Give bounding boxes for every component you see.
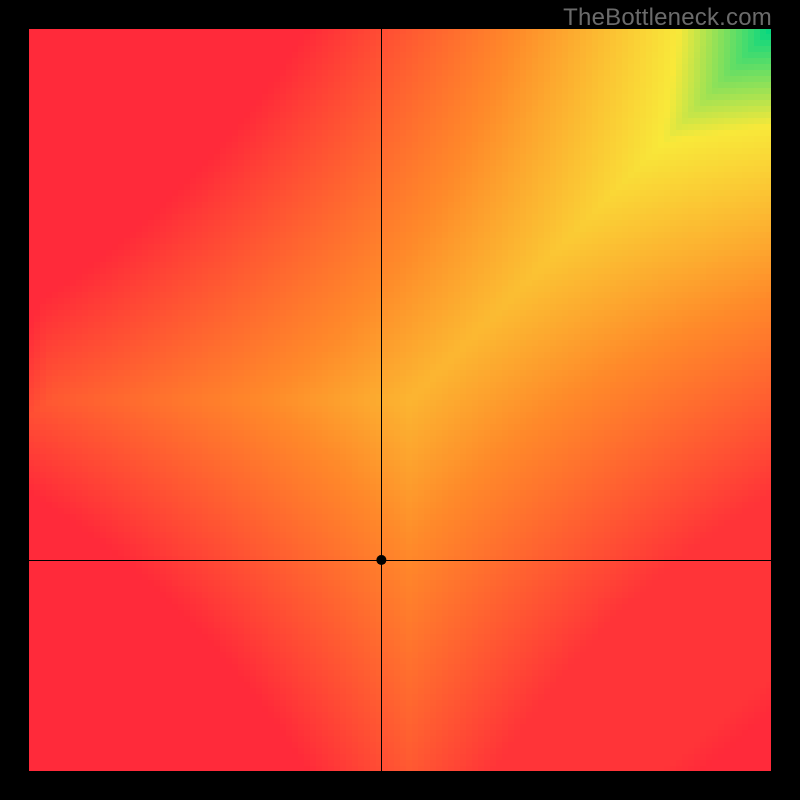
- watermark-text: TheBottleneck.com: [563, 4, 772, 32]
- chart-container: TheBottleneck.com: [0, 0, 800, 800]
- bottleneck-heatmap: [0, 0, 800, 800]
